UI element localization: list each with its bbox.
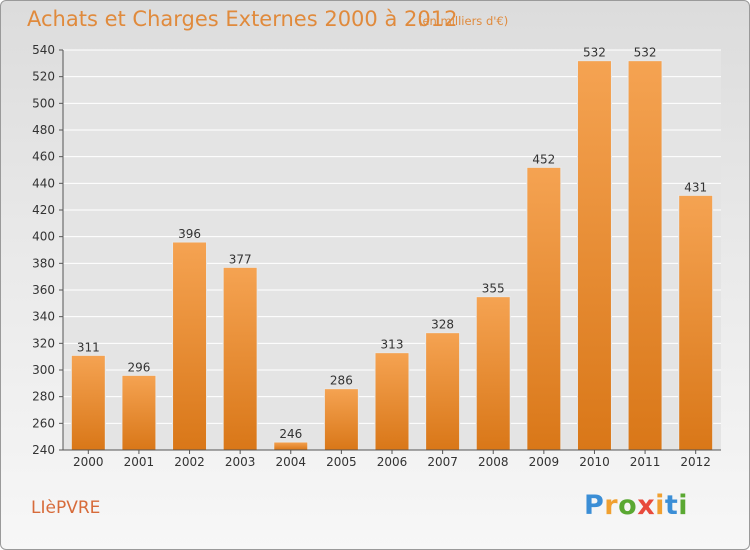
data-label: 355 — [482, 282, 505, 296]
chart-subtitle: (en milliers d'€) — [418, 14, 509, 28]
y-tick-label: 300 — [32, 363, 55, 377]
data-label: 328 — [431, 318, 454, 332]
x-tick-label: 2001 — [124, 455, 155, 469]
bar[interactable] — [273, 441, 309, 451]
bar[interactable] — [475, 296, 511, 451]
y-tick-label: 260 — [32, 416, 55, 430]
logo-letter: i — [678, 490, 689, 521]
bar[interactable] — [121, 374, 157, 451]
y-tick-label: 480 — [32, 123, 55, 137]
x-tick-label: 2011 — [630, 455, 661, 469]
logo-letter: x — [637, 490, 656, 521]
logo-letter: i — [655, 490, 665, 521]
data-label: 532 — [583, 46, 606, 60]
proxiti-logo[interactable]: Proxiti — [584, 490, 688, 521]
y-tick-label: 240 — [32, 443, 55, 457]
logo-letter: o — [618, 490, 638, 521]
bar[interactable] — [70, 354, 106, 451]
bar[interactable] — [425, 332, 461, 451]
data-label: 396 — [178, 227, 201, 241]
data-label: 286 — [330, 374, 353, 388]
x-tick-label: 2012 — [680, 455, 711, 469]
data-label: 296 — [127, 360, 150, 374]
y-tick-label: 320 — [32, 336, 55, 350]
commune-name: LIèPVRE — [31, 498, 101, 518]
x-tick-label: 2003 — [225, 455, 256, 469]
bar[interactable] — [222, 266, 258, 451]
y-tick-label: 340 — [32, 310, 55, 324]
y-tick-label: 520 — [32, 70, 55, 84]
y-tick-label: 400 — [32, 230, 55, 244]
data-label: 311 — [77, 340, 100, 354]
bar[interactable] — [576, 60, 612, 451]
y-tick-label: 440 — [32, 176, 55, 190]
y-tick-label: 500 — [32, 96, 55, 110]
data-label: 452 — [532, 152, 555, 166]
y-tick-label: 460 — [32, 150, 55, 164]
bar[interactable] — [526, 166, 562, 451]
y-tick-label: 280 — [32, 390, 55, 404]
x-tick-label: 2008 — [478, 455, 509, 469]
data-label: 431 — [684, 180, 707, 194]
bar[interactable] — [172, 241, 208, 451]
bar[interactable] — [323, 388, 359, 451]
bar[interactable] — [627, 60, 663, 451]
bar[interactable] — [678, 194, 714, 451]
x-tick-label: 2004 — [275, 455, 306, 469]
logo-letter: t — [664, 490, 679, 521]
chart-title: Achats et Charges Externes 2000 à 2012 — [27, 7, 458, 31]
x-tick-label: 2007 — [427, 455, 458, 469]
x-tick-label: 2005 — [326, 455, 357, 469]
data-label: 377 — [229, 252, 252, 266]
y-tick-label: 420 — [32, 203, 55, 217]
x-tick-label: 2006 — [377, 455, 408, 469]
y-tick-label: 360 — [32, 283, 55, 297]
x-tick-label: 2002 — [174, 455, 205, 469]
logo-letter: r — [604, 490, 619, 521]
y-tick-label: 540 — [32, 43, 55, 57]
data-label: 313 — [381, 338, 404, 352]
x-tick-label: 2000 — [73, 455, 104, 469]
x-tick-label: 2010 — [579, 455, 610, 469]
data-label: 532 — [634, 46, 657, 60]
y-tick-label: 380 — [32, 256, 55, 270]
data-label: 246 — [279, 427, 302, 441]
bar[interactable] — [374, 352, 410, 451]
x-tick-label: 2009 — [529, 455, 560, 469]
logo-letter: P — [584, 490, 605, 521]
